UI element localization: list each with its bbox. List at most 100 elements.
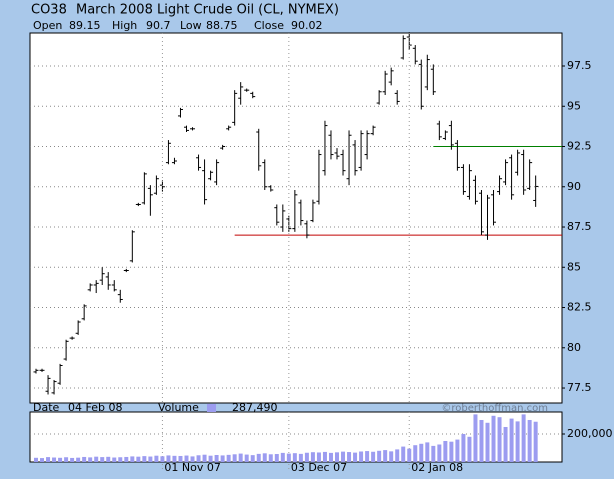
volume-bar (274, 454, 279, 462)
watermark: ©roberthoffman.com (441, 403, 548, 414)
volume-bar (473, 414, 478, 462)
volume-bar (88, 457, 93, 462)
volume-bar (341, 451, 346, 462)
close-label: Close (254, 19, 284, 32)
y-tick-label: 80 (567, 341, 581, 354)
volume-bar (316, 452, 321, 462)
y-tick-label: 77.5 (567, 381, 592, 394)
volume-bar (304, 452, 309, 462)
y-tick-label: 87.5 (567, 220, 592, 233)
volume-bar (148, 456, 153, 462)
volume-bar (347, 452, 352, 462)
volume-bar (190, 456, 195, 462)
volume-bar (64, 457, 69, 462)
high-value: 90.7 (146, 19, 171, 32)
volume-bar (407, 448, 412, 462)
volume-bar (479, 419, 484, 462)
volume-bar (160, 456, 165, 462)
volume-bar (268, 454, 273, 462)
volume-bar (46, 457, 51, 462)
date-label: Date (33, 401, 60, 414)
volume-bar (509, 418, 514, 462)
volume-bar (262, 453, 267, 462)
volume-bar (106, 456, 111, 462)
volume-bar (365, 451, 370, 462)
volume-bar (184, 455, 189, 462)
date-value: 04 Feb 08 (68, 401, 122, 414)
volume-value: 287,490 (232, 401, 278, 414)
low-value: 88.75 (206, 19, 238, 32)
volume-bar (130, 456, 135, 462)
volume-bar (377, 450, 382, 462)
volume-bar (208, 455, 213, 462)
volume-bar (389, 451, 394, 462)
volume-bar (353, 452, 358, 462)
volume-bar (515, 421, 520, 462)
open-label: Open (33, 19, 62, 32)
volume-bar (136, 456, 141, 462)
y-tick-label: 82.5 (567, 301, 592, 314)
volume-bar (70, 457, 75, 462)
volume-bar (425, 442, 430, 462)
volume-bar (154, 455, 159, 462)
volume-bar (485, 422, 490, 462)
volume-bar (40, 458, 45, 462)
volume-bar (250, 455, 255, 462)
volume-bar (214, 454, 219, 462)
volume-bar (220, 455, 225, 462)
x-tick-label: 01 Nov 07 (164, 461, 220, 474)
volume-bar (449, 441, 454, 462)
volume-bar (527, 419, 532, 462)
volume-bar (419, 443, 424, 462)
volume-bar (413, 445, 418, 462)
volume-bar (34, 457, 38, 462)
volume-bar (52, 457, 57, 462)
volume-bar (256, 453, 261, 462)
volume-bar (461, 433, 466, 462)
volume-bar (76, 457, 81, 462)
volume-bar (497, 417, 502, 462)
price-plot (29, 32, 563, 404)
volume-bar (292, 453, 297, 462)
y-tick-label: 90 (567, 180, 581, 193)
volume-bar (142, 456, 147, 462)
volume-bar (226, 454, 231, 462)
volume-bar (322, 451, 327, 462)
volume-bar (443, 440, 448, 462)
volume-bar (521, 414, 526, 462)
open-value: 89.15 (69, 19, 101, 32)
volume-bar (503, 426, 508, 462)
low-label: Low (180, 19, 202, 32)
volume-bar (82, 456, 87, 462)
volume-bar (166, 455, 171, 462)
volume-label: Volume (158, 401, 199, 414)
chart-title: March 2008 Light Crude Oil (CL, NYMEX) (76, 3, 339, 18)
y-tick-label: 95 (567, 99, 581, 112)
y-tick-label: 97.5 (567, 59, 592, 72)
volume-bar (359, 451, 364, 462)
x-tick-label: 03 Dec 07 (291, 461, 347, 474)
volume-bar (58, 457, 63, 462)
volume-bar (232, 454, 237, 462)
volume-bar (118, 457, 123, 462)
y-tick-label: 85 (567, 260, 581, 273)
volume-bar (431, 445, 436, 462)
volume-bar (94, 456, 99, 462)
y-tick-label: 92.5 (567, 140, 592, 153)
volume-bar (172, 455, 177, 462)
volume-bar (238, 453, 243, 462)
volume-bar (533, 421, 538, 462)
volume-bar (395, 449, 400, 462)
high-label: High (112, 19, 137, 32)
volume-bar (196, 455, 201, 462)
close-value: 90.02 (291, 19, 323, 32)
volume-bar (371, 451, 376, 462)
symbol: CO38 (31, 3, 67, 18)
volume-bar (298, 453, 303, 462)
volume-bar (328, 452, 333, 462)
volume-bar (286, 453, 291, 462)
volume-bar (310, 452, 315, 462)
volume-bar (244, 454, 249, 462)
